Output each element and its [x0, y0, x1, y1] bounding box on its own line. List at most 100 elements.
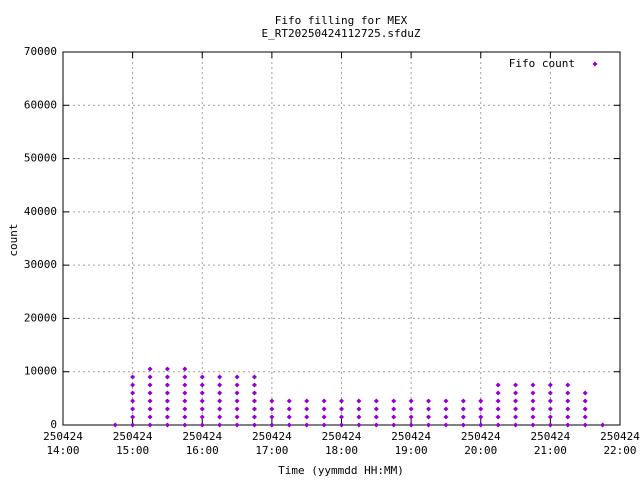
point: [304, 398, 310, 404]
point: [147, 390, 153, 396]
y-tick-label: 10000: [24, 365, 57, 378]
point: [426, 422, 432, 428]
point: [304, 422, 310, 428]
point: [408, 406, 414, 412]
point: [217, 382, 223, 388]
point: [286, 406, 292, 412]
point: [391, 406, 397, 412]
point: [147, 374, 153, 380]
point: [269, 414, 275, 420]
point: [408, 414, 414, 420]
point: [495, 398, 501, 404]
point: [513, 390, 519, 396]
point: [495, 390, 501, 396]
point: [495, 414, 501, 420]
point: [547, 390, 553, 396]
point: [304, 406, 310, 412]
legend-label: Fifo count: [509, 57, 575, 70]
x-tick-label: 250424: [391, 430, 431, 443]
point: [356, 406, 362, 412]
point: [426, 414, 432, 420]
point: [460, 398, 466, 404]
point: [130, 398, 136, 404]
x-tick-label: 250424: [113, 430, 153, 443]
point: [251, 382, 257, 388]
point: [269, 422, 275, 428]
x-tick-label: 20:00: [464, 444, 497, 457]
y-tick-label: 60000: [24, 98, 57, 111]
x-tick-label: 19:00: [395, 444, 428, 457]
point: [234, 414, 240, 420]
point: [182, 398, 188, 404]
point: [547, 414, 553, 420]
point: [251, 414, 257, 420]
x-tick-label: 250424: [461, 430, 501, 443]
point: [356, 414, 362, 420]
point: [217, 422, 223, 428]
point: [234, 390, 240, 396]
point: [339, 414, 344, 420]
point: [217, 398, 223, 404]
point: [373, 422, 379, 428]
y-tick-label: 70000: [24, 45, 57, 58]
point: [565, 382, 571, 388]
x-tick-label: 22:00: [603, 444, 636, 457]
point: [547, 422, 553, 428]
point: [251, 406, 257, 412]
point: [234, 382, 240, 388]
point: [356, 422, 362, 428]
point: [582, 406, 588, 412]
x-tick-label: 250424: [322, 430, 362, 443]
point: [443, 422, 449, 428]
chart-subtitle: E_RT20250424112725.sfduZ: [262, 27, 421, 40]
point: [513, 422, 519, 428]
x-tick-label: 250424: [600, 430, 640, 443]
point: [460, 414, 466, 420]
y-tick-label: 40000: [24, 205, 57, 218]
point: [199, 382, 205, 388]
point: [164, 398, 170, 404]
x-tick-label: 250424: [252, 430, 292, 443]
point: [356, 398, 362, 404]
point: [565, 398, 571, 404]
point: [130, 414, 136, 420]
point: [460, 406, 466, 412]
point: [182, 382, 188, 388]
point: [164, 414, 170, 420]
point: [182, 406, 188, 412]
point: [321, 406, 327, 412]
point: [513, 406, 519, 412]
point: [182, 366, 188, 372]
y-tick-label: 50000: [24, 152, 57, 165]
point: [582, 414, 588, 420]
point: [251, 374, 257, 380]
point: [530, 390, 536, 396]
point: [391, 414, 397, 420]
point: [147, 382, 153, 388]
point: [130, 406, 136, 412]
point: [199, 398, 205, 404]
point: [478, 398, 484, 404]
point: [286, 398, 292, 404]
point: [147, 366, 153, 372]
x-tick-label: 250424: [182, 430, 222, 443]
point: [234, 406, 240, 412]
point: [339, 406, 344, 412]
point: [547, 406, 553, 412]
point: [495, 422, 501, 428]
point: [234, 398, 240, 404]
point: [147, 406, 153, 412]
point: [513, 414, 519, 420]
x-tick-label: 15:00: [116, 444, 149, 457]
point: [565, 406, 571, 412]
point: [164, 382, 170, 388]
point: [426, 398, 432, 404]
point: [565, 414, 571, 420]
point: [251, 422, 257, 428]
point: [130, 422, 136, 428]
point: [408, 422, 414, 428]
point: [513, 398, 519, 404]
point: [182, 390, 188, 396]
point: [269, 398, 275, 404]
